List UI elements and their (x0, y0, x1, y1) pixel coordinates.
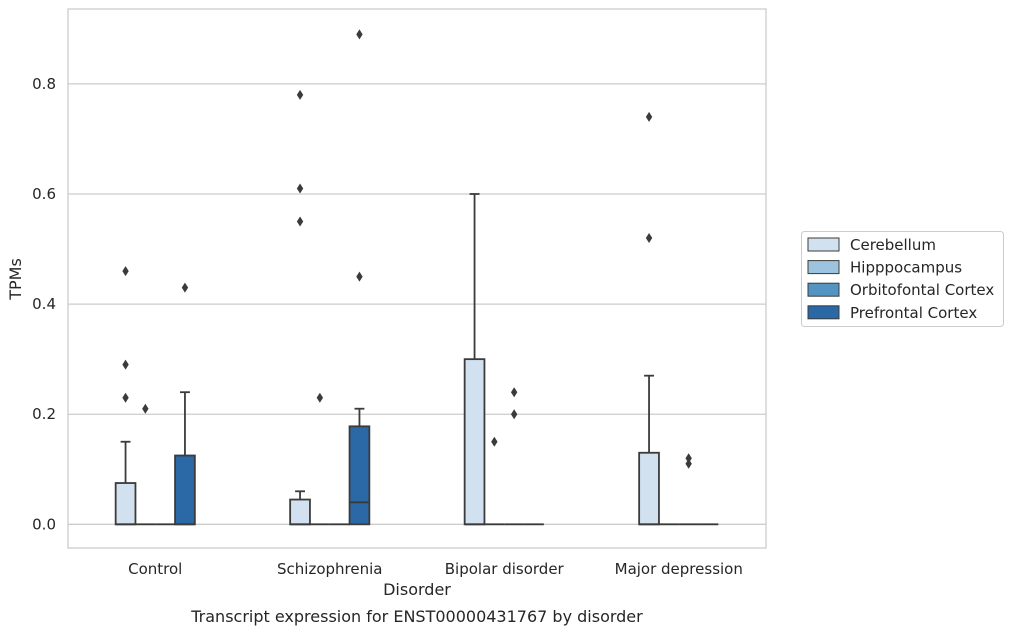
outlier-point (122, 359, 129, 370)
box-group (348, 29, 371, 526)
outlier-point (491, 436, 498, 447)
outlier-point (122, 392, 129, 403)
outlier-point (645, 111, 653, 122)
x-tick-label: Control (128, 560, 182, 578)
outlier-point (645, 233, 653, 244)
x-axis-title: Disorder (383, 580, 451, 599)
y-axis-title: TPMs (6, 258, 25, 301)
outlier-point (510, 409, 518, 420)
box-plot-series (114, 29, 719, 526)
y-tick-label: 0.2 (32, 405, 56, 423)
outlier-point (142, 403, 149, 414)
legend: Cerebellum Hipppocampus Orbitofontal Corte… (801, 231, 1004, 327)
box (463, 358, 486, 526)
outlier-point (685, 458, 692, 469)
legend-swatch (807, 282, 840, 297)
box (289, 498, 311, 526)
outlier-point (181, 282, 189, 293)
legend-label: Prefrontal Cortex (850, 304, 977, 322)
outlier-point (296, 89, 304, 100)
box-group (463, 193, 486, 526)
legend-frame (801, 231, 1004, 327)
plot-area-frame (67, 8, 767, 549)
outlier-point (356, 271, 363, 282)
y-tick-label: 0.0 (32, 515, 56, 533)
legend-swatch (807, 237, 840, 252)
gridlines (68, 83, 766, 525)
box-group (504, 387, 525, 526)
box (174, 454, 196, 526)
legend-swatch (807, 305, 840, 320)
outlier-point (122, 266, 129, 277)
box-group (678, 453, 699, 526)
legend-label: Orbitofontal Cortex (850, 281, 994, 299)
box (348, 425, 371, 526)
x-tick-label: Bipolar disorder (445, 560, 565, 578)
y-axis-ticks: 0.0 0.2 0.4 0.6 0.8 (32, 75, 56, 533)
legend-label: Hipppocampus (850, 259, 962, 277)
box (638, 451, 660, 526)
y-tick-label: 0.8 (32, 75, 56, 93)
outlier-point (685, 453, 692, 464)
outlier-point (316, 392, 324, 403)
outlier-point (356, 29, 363, 40)
box-group (309, 392, 330, 526)
y-tick-label: 0.4 (32, 295, 56, 313)
box-group (114, 266, 137, 526)
box-group (174, 282, 196, 526)
x-tick-label: Major depression (615, 560, 743, 578)
outlier-point (296, 216, 304, 227)
outlier-point (296, 183, 304, 194)
legend-swatch (807, 260, 840, 275)
legend-items: Cerebellum Hipppocampus Orbitofontal Corte… (807, 236, 994, 322)
box-group (638, 111, 660, 526)
box-group (135, 403, 156, 526)
legend-label: Cerebellum (850, 236, 936, 254)
outlier-point (510, 387, 518, 398)
chart-caption: Transcript expression for ENST0000043176… (190, 607, 643, 626)
y-tick-label: 0.6 (32, 185, 56, 203)
box (114, 482, 137, 526)
box-group (289, 89, 311, 526)
box-group (484, 436, 505, 526)
x-axis-ticks: Control Schizophrenia Bipolar disorder Majo… (128, 560, 743, 578)
x-tick-label: Schizophrenia (277, 560, 382, 578)
